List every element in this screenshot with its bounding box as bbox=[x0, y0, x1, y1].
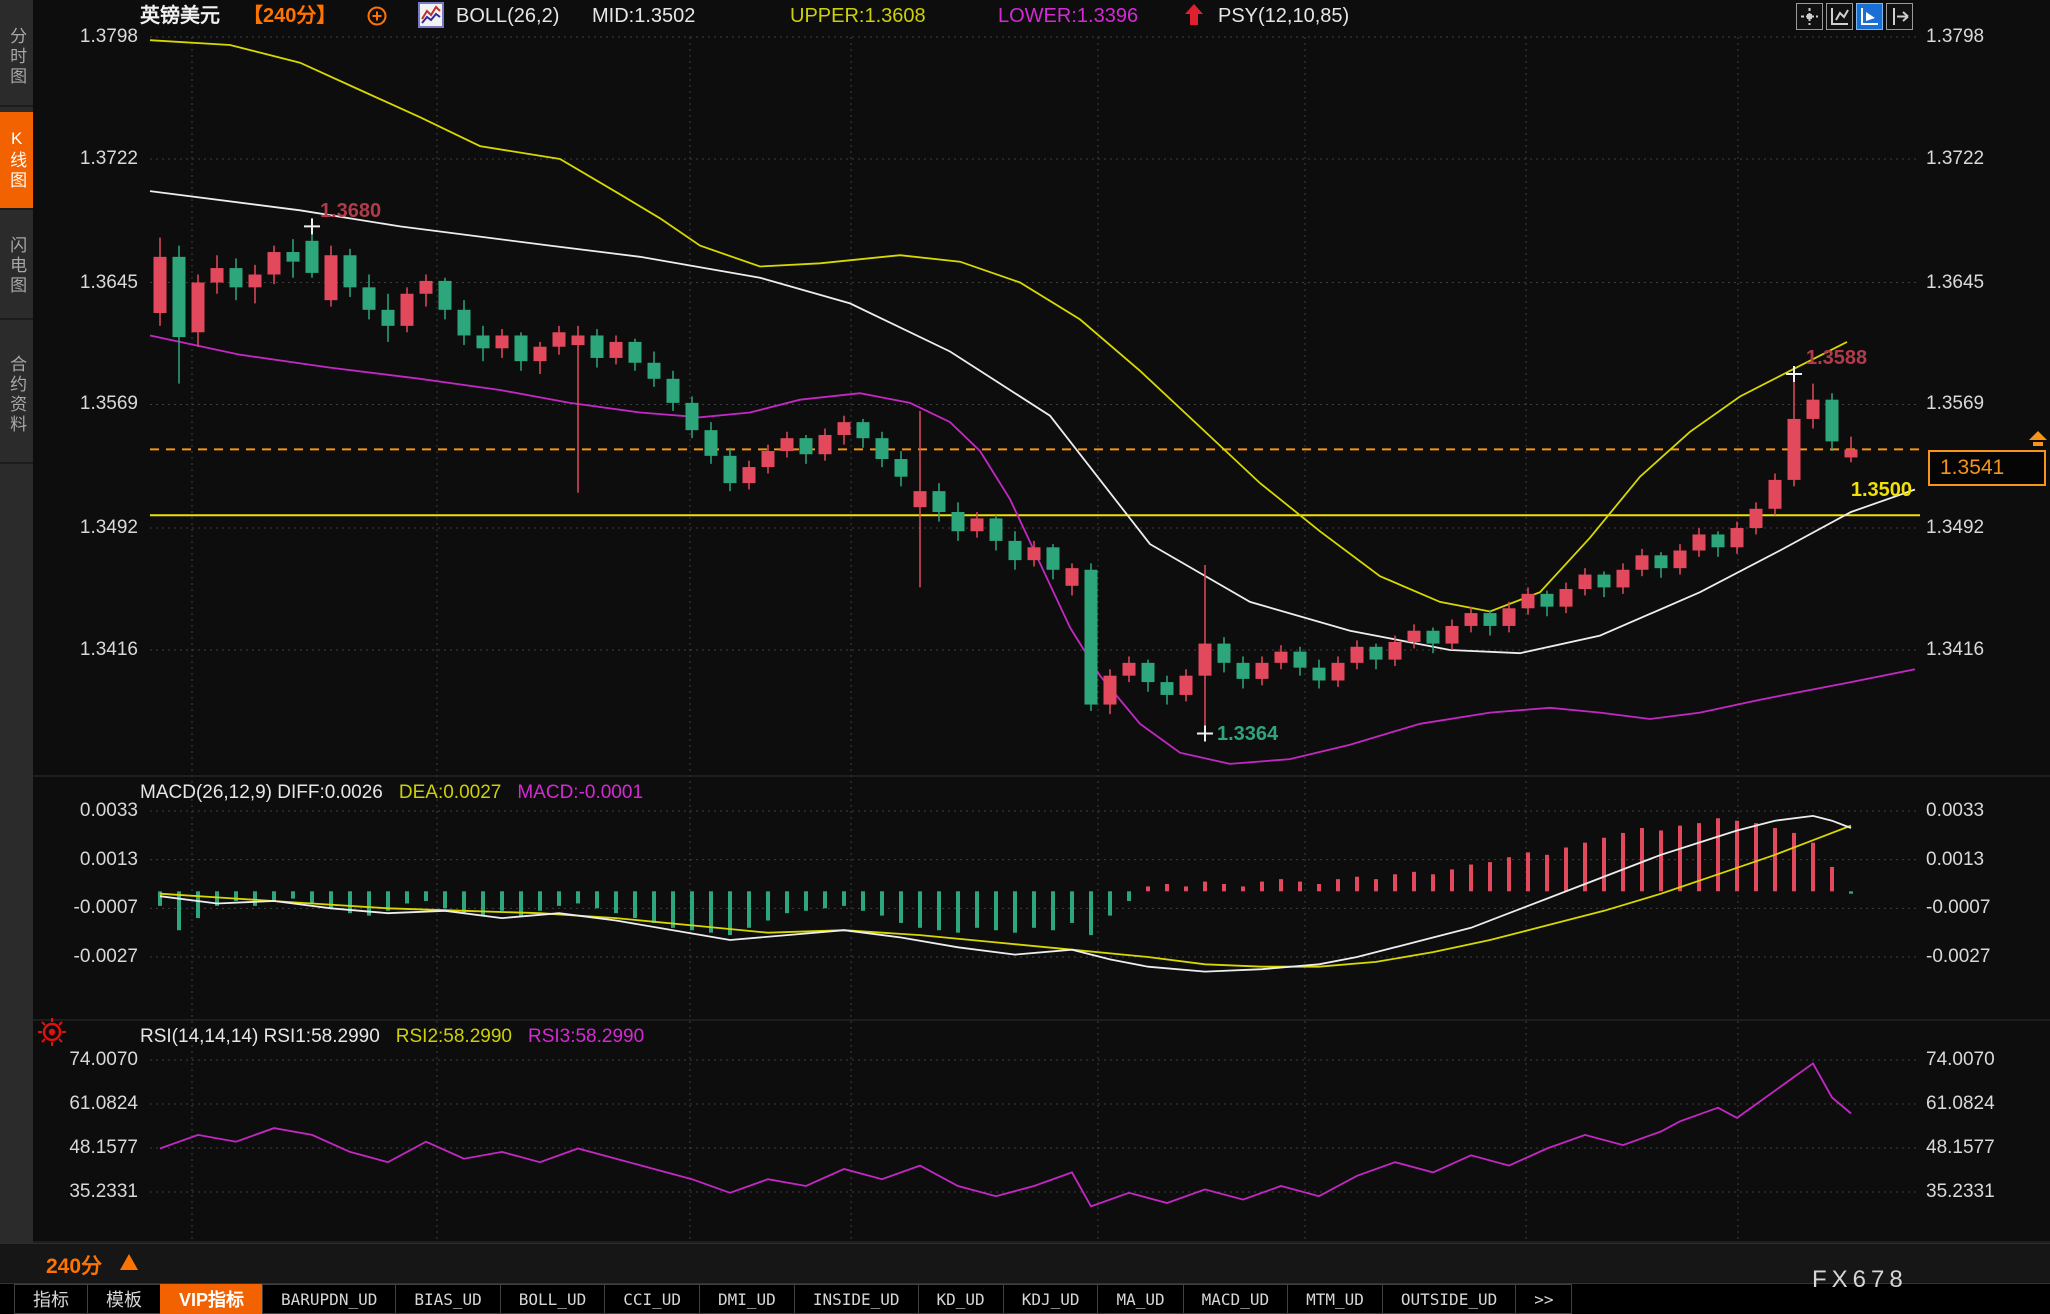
chart-pointer-button-active[interactable] bbox=[1856, 3, 1883, 30]
indicator-tab[interactable]: MACD_UD bbox=[1182, 1284, 1289, 1314]
macd-header: MACD(26,12,9) DIFF:0.0026 DEA:0.0027 MACD:… bbox=[140, 782, 643, 804]
up-arrow-icon bbox=[1185, 4, 1203, 25]
boll-lower: LOWER:1.3396 bbox=[998, 5, 1139, 27]
sidebar: 分时图 K线图闪电图合约资料 bbox=[0, 0, 33, 1243]
macd-title: MACD(26,12,9) DIFF:0.0026 bbox=[140, 782, 383, 803]
period-up-triangle-icon[interactable] bbox=[120, 1254, 138, 1270]
symbol-title: 英镑美元 bbox=[140, 5, 220, 27]
y-axis-label: 1.3416 bbox=[79, 638, 138, 660]
y-axis-label: 1.3722 bbox=[1926, 147, 1985, 169]
indicator-tab[interactable]: MA_UD bbox=[1097, 1284, 1184, 1314]
indicator-tab[interactable]: INSIDE_UD bbox=[793, 1284, 919, 1314]
psy-title: PSY(12,10,85) bbox=[1218, 5, 1350, 27]
y-axis-label: 74.0070 bbox=[1926, 1049, 1995, 1070]
y-axis-label: 0.0013 bbox=[79, 848, 138, 870]
indicator-tab[interactable]: MTM_UD bbox=[1287, 1284, 1383, 1314]
boll-mid: MID:1.3502 bbox=[592, 5, 696, 27]
indicator-settings-icon[interactable] bbox=[36, 1016, 68, 1048]
macd-dea-value: DEA:0.0027 bbox=[398, 782, 502, 803]
y-axis-label: 1.3416 bbox=[1926, 638, 1985, 660]
y-axis-label: 1.3645 bbox=[79, 271, 138, 293]
rsi-title: RSI(14,14,14) RSI1:58.2990 bbox=[140, 1026, 380, 1047]
y-axis-label: 0.0033 bbox=[1926, 800, 1985, 821]
price-annotation: 1.3588 bbox=[1806, 346, 1868, 369]
y-axis-label: 48.1577 bbox=[1926, 1136, 1995, 1158]
y-axis-label: 74.0070 bbox=[69, 1049, 138, 1070]
price-annotation: 1.3680 bbox=[320, 200, 382, 223]
macd-value: MACD:-0.0001 bbox=[517, 782, 644, 803]
indicator-tab[interactable]: KD_UD bbox=[917, 1284, 1004, 1314]
period-badge: 【240分】 bbox=[243, 5, 337, 27]
pan-tool-button[interactable] bbox=[1796, 3, 1823, 30]
indicator-tab[interactable]: 模板 bbox=[87, 1284, 161, 1314]
y-axis-label: 0.0013 bbox=[1926, 848, 1985, 870]
sidebar-tab-2[interactable]: K线图 bbox=[0, 112, 33, 210]
indicator-tab[interactable]: OUTSIDE_UD bbox=[1381, 1284, 1517, 1314]
y-axis-label: 0.0033 bbox=[79, 800, 138, 821]
indicator-tab[interactable]: DMI_UD bbox=[699, 1284, 795, 1314]
y-axis-label: 1.3569 bbox=[1926, 393, 1985, 415]
support-level-label: 1.3500 bbox=[1850, 479, 1912, 501]
indicator-tab[interactable]: BIAS_UD bbox=[395, 1284, 501, 1314]
y-axis-label: 1.3569 bbox=[79, 393, 138, 415]
sidebar-tab-3[interactable]: 闪电图 bbox=[0, 214, 33, 320]
current-price-box: 1.3541 bbox=[1928, 450, 2046, 486]
y-axis-label: 1.3492 bbox=[1926, 517, 1985, 539]
y-axis-label: 1.3798 bbox=[79, 26, 138, 47]
rsi-header: RSI(14,14,14) RSI1:58.2990 RSI2:58.2990 RS… bbox=[140, 1026, 644, 1048]
indicator-tab-bar: 指标 模板 VIP指标 BARUPDN_UD BIAS_UD BOLL_UD CCI_UD D… bbox=[0, 1283, 2050, 1314]
boll-title: BOLL(26,2) bbox=[456, 5, 560, 27]
y-axis-label: 1.3645 bbox=[1926, 271, 1985, 293]
price-up-marker-icon bbox=[2029, 431, 2047, 446]
rsi3-value: RSI3:58.2990 bbox=[527, 1026, 645, 1047]
time-axis bbox=[0, 1243, 2050, 1284]
y-axis-label: -0.0027 bbox=[73, 945, 138, 967]
y-axis-label: 1.3492 bbox=[79, 517, 138, 539]
indicator-tab[interactable]: KDJ_UD bbox=[1002, 1284, 1099, 1314]
y-axis-label: 1.3722 bbox=[79, 147, 138, 169]
y-axis-label: -0.0027 bbox=[1926, 945, 1991, 967]
indicator-tab[interactable]: >> bbox=[1515, 1284, 1573, 1314]
y-axis-label: -0.0007 bbox=[1926, 897, 1991, 919]
rsi2-value: RSI2:58.2990 bbox=[395, 1026, 512, 1047]
mini-chart-icon[interactable] bbox=[418, 2, 445, 29]
y-axis-label: 61.0824 bbox=[1926, 1092, 1995, 1114]
axis-scale-button[interactable] bbox=[1826, 3, 1853, 30]
y-axis-label: -0.0007 bbox=[73, 897, 138, 919]
sidebar-tab-1[interactable]: 分时图 bbox=[0, 8, 33, 107]
y-axis-label: 35.2331 bbox=[69, 1180, 138, 1202]
sidebar-tab-4[interactable]: 合约资料 bbox=[0, 328, 33, 464]
price-annotation: 1.3364 bbox=[1217, 723, 1279, 746]
y-axis-label: 61.0824 bbox=[69, 1092, 138, 1114]
indicator-tab[interactable]: 指标 bbox=[14, 1284, 88, 1314]
axis-export-button[interactable] bbox=[1886, 3, 1913, 30]
boll-upper: UPPER:1.3608 bbox=[790, 5, 926, 27]
plus-circle-icon[interactable] bbox=[366, 5, 388, 27]
y-axis-label: 48.1577 bbox=[69, 1136, 138, 1158]
indicator-tab[interactable]: BOLL_UD bbox=[499, 1284, 606, 1314]
watermark: FX678 bbox=[1812, 1266, 1908, 1293]
indicator-tab[interactable]: VIP指标 bbox=[160, 1284, 264, 1314]
y-axis-label: 35.2331 bbox=[1926, 1180, 1995, 1202]
y-axis-label: 1.3798 bbox=[1926, 26, 1985, 47]
indicator-tab[interactable]: BARUPDN_UD bbox=[262, 1284, 397, 1314]
period-indicator[interactable]: 240分 bbox=[46, 1255, 103, 1278]
indicator-tab[interactable]: CCI_UD bbox=[604, 1284, 701, 1314]
